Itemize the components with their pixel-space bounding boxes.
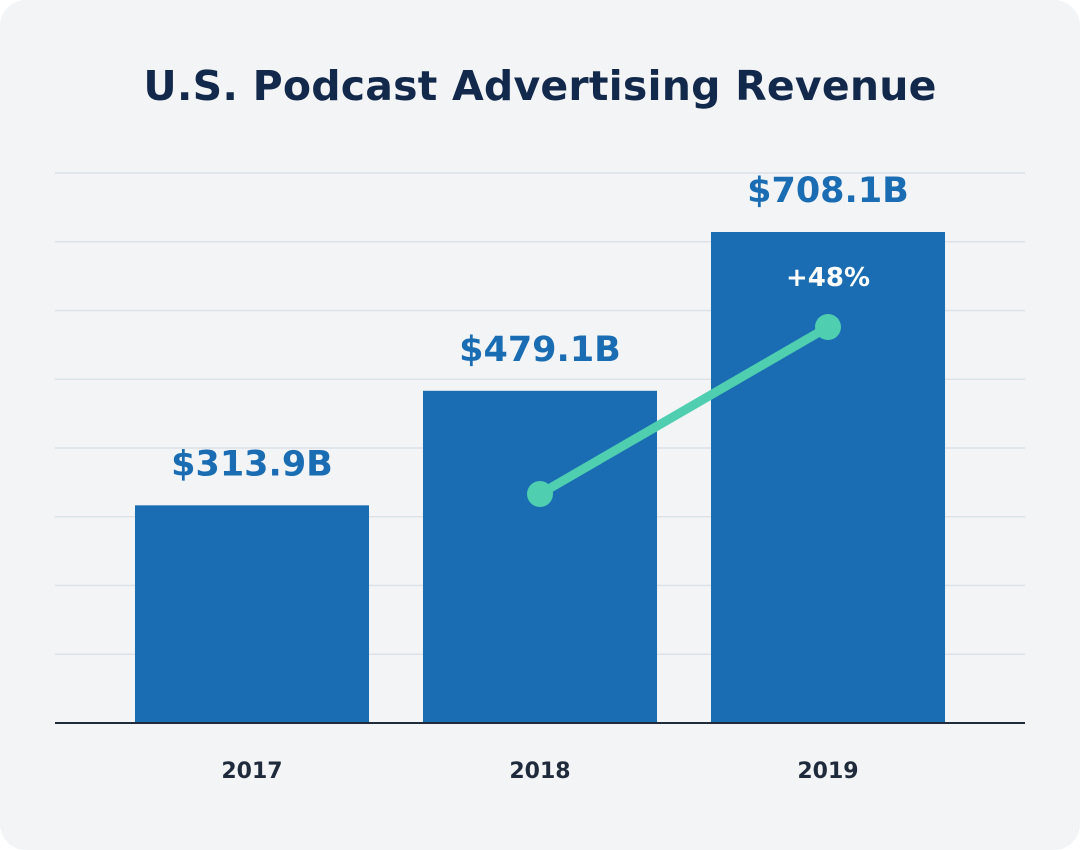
bar-2017	[135, 505, 369, 723]
chart-title: U.S. Podcast Advertising Revenue	[143, 62, 937, 110]
growth-start-point	[527, 481, 553, 507]
x-tick-label: 2017	[221, 759, 282, 784]
data-label: $708.1B	[747, 171, 909, 211]
x-axis: 2017 2018 2019	[55, 722, 1025, 784]
bar-2018	[423, 390, 657, 723]
bars	[135, 232, 945, 723]
growth-label: +48%	[786, 263, 870, 293]
bar-2019	[711, 232, 945, 723]
growth-end-point	[815, 314, 841, 340]
data-label: $479.1B	[459, 330, 621, 370]
value-labels: $313.9B $479.1B $708.1B	[171, 171, 909, 484]
growth-annotation: +48%	[527, 263, 870, 507]
growth-line	[535, 322, 833, 499]
x-tick-label: 2018	[509, 759, 570, 784]
data-label: $313.9B	[171, 444, 333, 484]
x-tick-label: 2019	[797, 759, 858, 784]
